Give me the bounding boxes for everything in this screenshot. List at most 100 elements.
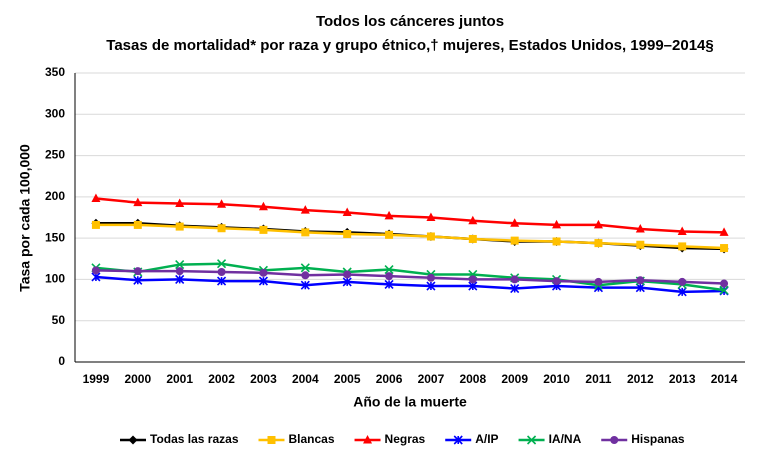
legend-item: IA/NA [518, 432, 582, 446]
marker [510, 236, 519, 245]
marker [175, 260, 185, 270]
marker [258, 201, 268, 211]
y-tick-label: 0 [58, 354, 65, 368]
marker [453, 435, 463, 445]
marker [259, 225, 268, 234]
marker [363, 435, 373, 444]
marker [267, 436, 276, 444]
marker [259, 268, 268, 277]
marker [175, 274, 185, 284]
marker [384, 279, 394, 289]
x-tick-label: 2002 [208, 372, 235, 386]
x-tick-label: 2006 [376, 372, 403, 386]
y-tick-label: 200 [45, 189, 65, 203]
marker [720, 244, 729, 253]
marker [678, 242, 687, 251]
x-tick-label: 2008 [459, 372, 486, 386]
marker [636, 276, 645, 285]
legend-label: Blancas [289, 432, 335, 446]
marker [384, 264, 394, 275]
x-tick-label: 2007 [418, 372, 445, 386]
marker [216, 259, 227, 269]
x-tick-label: 2012 [627, 372, 654, 386]
marker [426, 212, 436, 221]
series-line [95, 275, 725, 294]
legend-item: Blancas [258, 432, 335, 446]
marker [217, 224, 226, 233]
x-tick-label: 1999 [83, 372, 110, 386]
x-tick-label: 2013 [669, 372, 696, 386]
marker [468, 275, 477, 284]
marker [720, 279, 729, 288]
marker [216, 276, 227, 286]
marker [91, 266, 100, 275]
y-tick-label: 150 [45, 230, 65, 244]
x-tick-label: 2011 [585, 372, 611, 386]
marker [343, 270, 352, 279]
series-line [95, 262, 725, 292]
legend-label: Todas las razas [150, 432, 239, 446]
marker [426, 273, 435, 282]
x-tick-label: 2001 [166, 372, 193, 386]
marker [301, 271, 310, 280]
marker [468, 215, 478, 225]
y-axis-title: Tasa por cada 100,000 [17, 144, 33, 292]
marker [258, 276, 269, 286]
marker [175, 222, 184, 231]
x-tick-label: 2014 [711, 372, 738, 386]
legend-item: Todas las razas [120, 432, 239, 446]
y-tick-label: 100 [45, 272, 65, 286]
marker [128, 435, 138, 445]
marker [677, 287, 687, 297]
marker [594, 277, 603, 286]
marker [468, 234, 477, 243]
marker [300, 205, 310, 214]
marker [133, 267, 142, 276]
marker [610, 436, 619, 444]
series-line [95, 197, 725, 234]
x-tick-label: 2004 [292, 372, 319, 386]
marker [175, 267, 184, 276]
marker [552, 237, 561, 246]
legend-label: Negras [385, 432, 426, 446]
marker [510, 218, 520, 227]
marker [426, 232, 435, 241]
x-tick-label: 2009 [501, 372, 528, 386]
marker [677, 226, 687, 236]
legend-item: Negras [354, 432, 426, 446]
marker [593, 219, 603, 229]
marker [385, 272, 394, 281]
marker [635, 283, 645, 293]
marker [217, 199, 227, 208]
x-tick-label: 2010 [543, 372, 570, 386]
marker [510, 275, 519, 284]
y-tick-label: 350 [45, 65, 65, 79]
marker [426, 281, 436, 291]
legend-item: Hispanas [601, 432, 685, 446]
series-line [95, 223, 725, 250]
marker [342, 277, 352, 287]
marker [300, 280, 310, 290]
marker [526, 435, 537, 445]
marker [719, 285, 729, 295]
chart-subtitle: Tasas de mortalidad* por raza y grupo ét… [106, 37, 713, 54]
marker [552, 219, 562, 229]
x-tick-label: 2003 [250, 372, 277, 386]
marker [91, 193, 101, 203]
marker [133, 275, 143, 285]
x-tick-label: 2005 [334, 372, 361, 386]
marker [552, 277, 561, 286]
marker [719, 227, 729, 236]
marker [133, 220, 142, 229]
marker [594, 239, 603, 248]
marker [300, 263, 310, 273]
marker [384, 210, 394, 220]
marker [343, 230, 352, 239]
marker [385, 230, 394, 239]
x-tick-label: 2000 [124, 372, 151, 386]
y-tick-label: 50 [52, 313, 66, 327]
x-axis-title: Año de la muerte [353, 394, 467, 410]
legend-label: IA/NA [549, 432, 582, 446]
marker [133, 197, 143, 207]
